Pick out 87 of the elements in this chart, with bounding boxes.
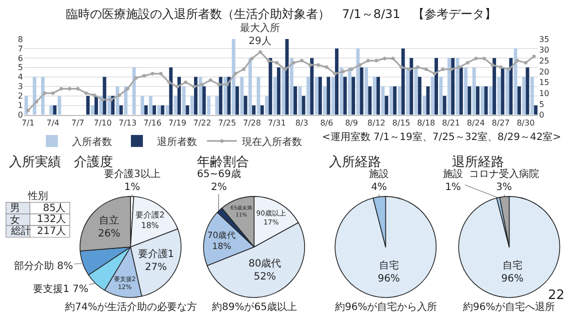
x-tick-label: 7/19 <box>168 118 186 128</box>
y2-tick-label: 0 <box>539 110 544 120</box>
slice-label: コロナ受入病院 <box>469 168 539 180</box>
data-label: 1% <box>445 182 461 193</box>
y-tick-label: 3 <box>18 82 23 92</box>
x-tick-label: 8/6 <box>320 118 334 128</box>
y2-tick-label: 10 <box>539 88 550 98</box>
x-tick-label: 7/7 <box>71 118 84 128</box>
data-label: 132人 <box>37 214 66 225</box>
slice-label: 自立 <box>99 214 120 227</box>
data-label: 85人 <box>43 203 66 214</box>
y-tick-label: 1 <box>18 101 23 110</box>
text: 約96%が自宅へ退所 <box>463 301 556 313</box>
data-label: 52% <box>254 271 276 282</box>
text: 22 <box>548 288 565 303</box>
y2-tick-label: 15 <box>539 78 550 88</box>
data-label: 18% <box>141 221 160 230</box>
data-label: 1% <box>124 182 140 193</box>
x-tick-label: 7/16 <box>143 118 162 128</box>
data-label: 96% <box>378 274 400 285</box>
x-tick-label: 8/15 <box>392 118 410 128</box>
y-tick-label: 7 <box>18 44 23 54</box>
x-tick-label: 8/21 <box>442 118 460 128</box>
slice-label: 要支援1 7% <box>33 283 88 295</box>
x-tick-label: 7/22 <box>193 118 212 128</box>
slice-label: 65~69歳 <box>197 168 241 180</box>
category-label: 女 <box>10 214 20 226</box>
text: <運用室数 7/1～19室、7/25～32室、8/29～42室> <box>322 131 562 143</box>
slice-label: 施設 <box>443 168 463 180</box>
text: 約89%が65歳以上 <box>212 301 297 313</box>
x-tick-label: 8/9 <box>345 118 358 128</box>
y-tick-label: 5 <box>18 63 23 72</box>
text: 約96%が自宅から入所 <box>335 301 438 313</box>
data-label: 26% <box>98 228 120 240</box>
y2-tick-label: 20 <box>539 67 550 76</box>
slice-label: 80歳代 <box>248 257 282 270</box>
slice-label: 自宅 <box>502 260 522 272</box>
y-tick-label: 4 <box>18 72 23 82</box>
y2-tick-label: 30 <box>539 46 550 55</box>
annotation: 最大入所 29人 <box>240 22 280 47</box>
x-tick-label: 7/10 <box>94 118 112 128</box>
y-tick-label: 6 <box>18 54 23 63</box>
text: 性別 <box>27 190 48 202</box>
slice-label: 要介護1 <box>138 248 174 260</box>
y-tick-label: 0 <box>18 110 23 120</box>
y-tick-label: 2 <box>18 92 23 101</box>
legend-label: 入所者数 <box>72 136 112 148</box>
x-tick-label: 8/30 <box>516 118 535 128</box>
data-label: 3% <box>496 182 512 193</box>
text: 入所実績 <box>9 154 61 170</box>
x-tick-label: 8/18 <box>417 118 436 128</box>
chart-title: 臨時の医療施設の入退所者数（生活介助対象者） 7/1～8/31 【参考データ】 <box>66 7 496 21</box>
legend-label: 退所者数 <box>156 136 197 148</box>
chart-title: 年齢割合 <box>197 155 249 170</box>
x-tick-label: 7/25 <box>218 118 236 128</box>
legend-label: 現在入所者数 <box>242 136 302 148</box>
text: 約74%が生活介助の必要な方 <box>65 301 198 313</box>
chart-title: 入所経路 <box>329 155 381 170</box>
category-label: 男 <box>10 203 20 214</box>
slice-label: 部分介助 8% <box>14 260 74 272</box>
data-label: 18% <box>212 242 232 252</box>
x-tick-label: 8/27 <box>492 118 510 128</box>
x-tick-label: 7/28 <box>243 118 261 128</box>
slice-label: 要介護2 <box>135 210 165 220</box>
data-label: 4% <box>371 182 387 193</box>
slice-label: 要介護3以上 <box>104 168 160 180</box>
data-label: 96% <box>501 274 524 285</box>
chart-title: 退所経路 <box>452 155 504 170</box>
data-label: 217人 <box>37 226 66 237</box>
slice-label: 施設 <box>369 168 389 180</box>
x-tick-label: 8/3 <box>295 118 308 128</box>
x-tick-label: 7/31 <box>268 118 286 128</box>
y2-tick-label: 35 <box>539 34 550 44</box>
x-tick-label: 7/4 <box>46 118 60 128</box>
x-tick-label: 7/1 <box>22 118 35 128</box>
x-tick-label: 7/13 <box>118 118 137 128</box>
y2-tick-label: 25 <box>539 56 550 66</box>
category-label: 総計 <box>10 225 31 237</box>
data-label: 27% <box>144 262 167 273</box>
y2-tick-label: 5 <box>539 100 544 109</box>
y-tick-label: 8 <box>18 34 23 44</box>
chart-title: 介護度 <box>74 154 113 170</box>
slice-label: 70歳代 <box>207 230 236 241</box>
x-tick-label: 8/12 <box>367 118 386 128</box>
x-tick-label: 8/24 <box>466 118 485 128</box>
slice-label: 自宅 <box>378 260 399 272</box>
data-label: 2% <box>210 182 227 193</box>
